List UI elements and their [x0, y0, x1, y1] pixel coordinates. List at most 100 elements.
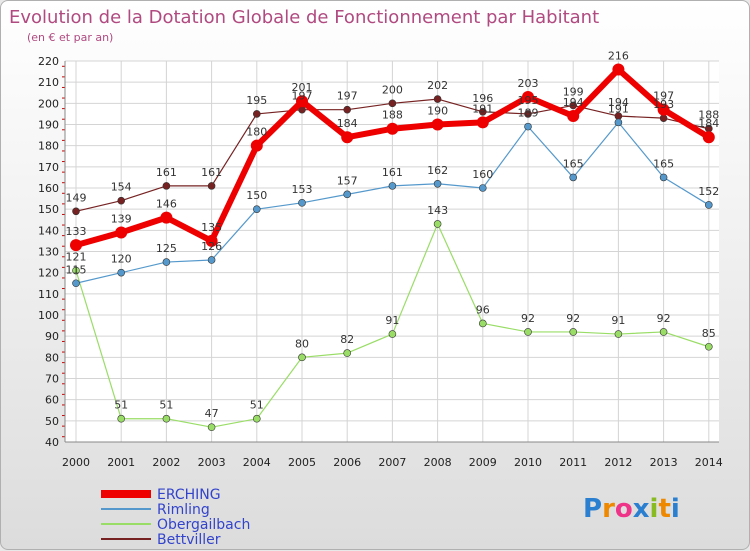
data-label: 80 — [295, 337, 309, 350]
data-point — [341, 131, 354, 144]
brand-letter: x — [633, 494, 650, 524]
data-point — [298, 199, 306, 207]
data-point — [115, 226, 128, 239]
data-point — [433, 95, 442, 103]
data-label: 92 — [566, 312, 580, 325]
data-point — [659, 173, 668, 182]
data-point — [72, 207, 80, 216]
y-tick-label: 50 — [45, 415, 59, 428]
y-tick-label: 60 — [45, 394, 59, 407]
data-label: 161 — [156, 166, 177, 179]
x-tick-label: 2014 — [695, 456, 723, 469]
x-tick-label: 2004 — [243, 456, 271, 469]
data-label: 191 — [608, 102, 629, 115]
data-point — [478, 108, 487, 116]
x-tick-label: 2012 — [604, 456, 632, 469]
data-label: 191 — [472, 102, 493, 115]
data-point — [253, 205, 261, 213]
data-label: 202 — [427, 79, 448, 92]
data-point — [704, 201, 713, 209]
legend-label: Rimling — [157, 502, 210, 518]
data-label: 184 — [698, 117, 719, 130]
axes: 40 50 60 70 80 90 100 110 120 130 140 150 160 170 180 1… — [38, 55, 723, 469]
y-tick-label: 190 — [38, 119, 59, 132]
data-label: 139 — [111, 212, 132, 225]
legend-label: Obergailbach — [157, 517, 250, 533]
legend-item: Rimling — [101, 502, 210, 518]
x-tick-label: 2002 — [152, 456, 180, 469]
data-label: 194 — [563, 96, 584, 109]
data-point — [207, 256, 216, 264]
data-point — [162, 182, 171, 190]
y-tick-label: 120 — [38, 267, 59, 280]
data-label: 125 — [156, 242, 177, 255]
data-label: 190 — [427, 105, 448, 118]
data-point — [117, 196, 125, 205]
y-tick-label: 70 — [45, 373, 59, 386]
data-point — [72, 266, 80, 275]
data-point — [612, 63, 625, 76]
legend-item: Bettviller — [101, 532, 221, 548]
x-tick-label: 2001 — [107, 456, 135, 469]
data-point — [702, 131, 715, 144]
data-label: 203 — [518, 77, 539, 90]
data-label: 47 — [205, 407, 219, 420]
brand-text: Proxiti — [583, 494, 680, 524]
data-label: 91 — [611, 314, 625, 327]
x-tick-label: 2013 — [650, 456, 678, 469]
data-label: 160 — [472, 168, 493, 181]
data-point — [117, 414, 125, 423]
brand-letter: o — [615, 494, 633, 524]
data-label: 51 — [159, 399, 173, 412]
data-label: 51 — [250, 399, 264, 412]
data-point — [659, 328, 668, 336]
data-point — [433, 220, 442, 228]
data-point — [522, 90, 534, 103]
brand-letter: i — [671, 494, 680, 524]
y-tick-label: 100 — [38, 309, 59, 322]
y-tick-label: 160 — [38, 182, 59, 195]
data-label: 216 — [608, 49, 629, 62]
data-label: 188 — [698, 109, 719, 122]
data-label: 161 — [201, 166, 222, 179]
legend-label: ERCHING — [157, 487, 221, 503]
y-tick-label: 200 — [38, 97, 59, 110]
data-point — [478, 184, 487, 192]
data-label: 162 — [427, 164, 448, 177]
data-point — [386, 122, 399, 135]
y-tick-label: 90 — [45, 330, 59, 343]
y-tick-label: 180 — [38, 140, 59, 153]
data-label: 115 — [66, 263, 87, 276]
brand-letter: r — [602, 494, 615, 524]
data-point — [296, 95, 308, 108]
data-point — [205, 234, 218, 247]
data-point — [524, 110, 532, 118]
chart-subtitle: (en € et par an) — [27, 31, 113, 44]
data-point — [343, 105, 352, 114]
data-label: 146 — [156, 198, 177, 211]
data-label: 82 — [340, 333, 354, 346]
y-tick-label: 170 — [38, 161, 59, 174]
data-label: 165 — [563, 157, 584, 170]
data-point — [250, 139, 263, 152]
data-point — [253, 110, 261, 118]
data-label: 135 — [201, 221, 222, 234]
data-label: 149 — [66, 191, 87, 204]
data-label: 197 — [292, 90, 313, 103]
legend-item: ERCHING — [101, 487, 221, 503]
data-label: 91 — [385, 314, 399, 327]
y-tick-label: 110 — [38, 288, 59, 301]
data-point — [253, 414, 261, 423]
x-tick-label: 2003 — [198, 456, 226, 469]
data-label: 201 — [292, 81, 313, 94]
data-label: 197 — [653, 90, 674, 103]
brand-letter: t — [658, 494, 670, 524]
data-label: 157 — [337, 174, 358, 187]
data-label: 197 — [337, 90, 358, 103]
brand-letter: i — [650, 494, 659, 524]
data-label: 96 — [476, 303, 490, 316]
y-tick-label: 130 — [38, 246, 59, 259]
data-point — [160, 211, 173, 224]
data-point — [567, 110, 580, 123]
